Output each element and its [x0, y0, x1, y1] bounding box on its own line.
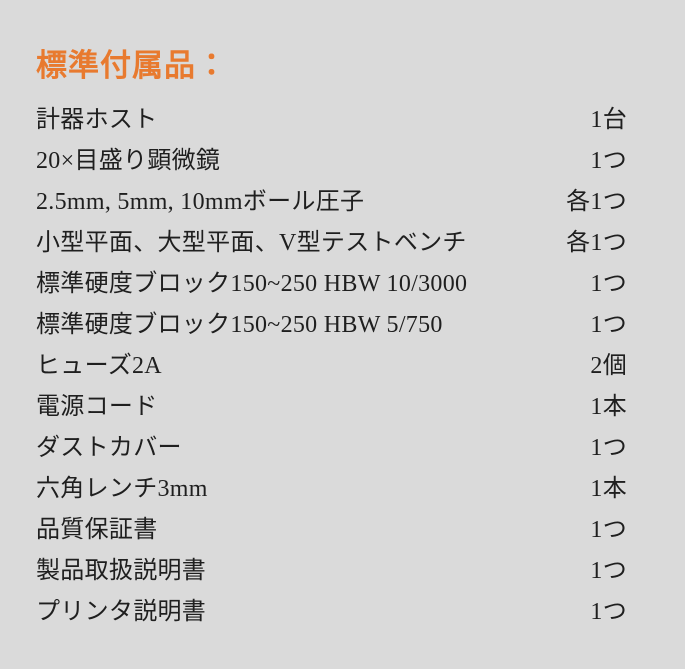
accessory-row: 2.5mm, 5mm, 10mmボール圧子 各1つ	[36, 182, 627, 223]
accessory-label: 20×目盛り顕微鏡	[36, 148, 221, 174]
accessory-quantity: 1本	[590, 394, 627, 420]
accessory-label: 2.5mm, 5mm, 10mmボール圧子	[36, 189, 365, 215]
accessory-label: 標準硬度ブロック150~250 HBW 10/3000	[36, 271, 468, 297]
accessory-label: 品質保証書	[36, 517, 158, 543]
accessory-quantity: 1つ	[590, 435, 627, 461]
accessory-row: ヒューズ2A 2個	[36, 346, 627, 387]
accessory-quantity: 1台	[590, 107, 627, 133]
accessory-label: 六角レンチ3mm	[36, 476, 208, 502]
accessory-label: 小型平面、大型平面、V型テストベンチ	[36, 230, 467, 256]
accessory-row: 標準硬度ブロック150~250 HBW 10/3000 1つ	[36, 264, 627, 305]
accessory-row: 六角レンチ3mm 1本	[36, 469, 627, 510]
accessory-quantity: 1つ	[590, 271, 627, 297]
accessory-quantity: 各1つ	[566, 230, 627, 256]
accessory-row: 標準硬度ブロック150~250 HBW 5/750 1つ	[36, 305, 627, 346]
accessory-list: 計器ホスト 1台 20×目盛り顕微鏡 1つ 2.5mm, 5mm, 10mmボー…	[36, 100, 627, 633]
accessory-label: 標準硬度ブロック150~250 HBW 5/750	[36, 312, 443, 338]
accessory-label: プリンタ説明書	[36, 599, 207, 625]
accessory-label: 電源コード	[36, 394, 158, 420]
accessory-label: 計器ホスト	[36, 107, 158, 133]
accessory-quantity: 各1つ	[566, 189, 627, 215]
accessory-quantity: 1本	[590, 476, 627, 502]
accessory-quantity: 2個	[590, 353, 627, 379]
accessory-row: 計器ホスト 1台	[36, 100, 627, 141]
accessory-row: 20×目盛り顕微鏡 1つ	[36, 141, 627, 182]
accessory-row: 品質保証書 1つ	[36, 510, 627, 551]
accessory-row: 製品取扱説明書 1つ	[36, 551, 627, 592]
accessory-quantity: 1つ	[590, 312, 627, 338]
accessory-quantity: 1つ	[590, 558, 627, 584]
accessory-row: ダストカバー 1つ	[36, 428, 627, 469]
accessory-row: プリンタ説明書 1つ	[36, 592, 627, 633]
accessory-row: 小型平面、大型平面、V型テストベンチ 各1つ	[36, 223, 627, 264]
accessory-label: 製品取扱説明書	[36, 558, 207, 584]
section-title: 標準付属品：	[36, 48, 228, 83]
accessory-quantity: 1つ	[590, 148, 627, 174]
accessory-quantity: 1つ	[590, 517, 627, 543]
accessory-quantity: 1つ	[590, 599, 627, 625]
accessory-row: 電源コード 1本	[36, 387, 627, 428]
accessory-label: ダストカバー	[36, 435, 182, 461]
accessory-label: ヒューズ2A	[36, 353, 162, 379]
